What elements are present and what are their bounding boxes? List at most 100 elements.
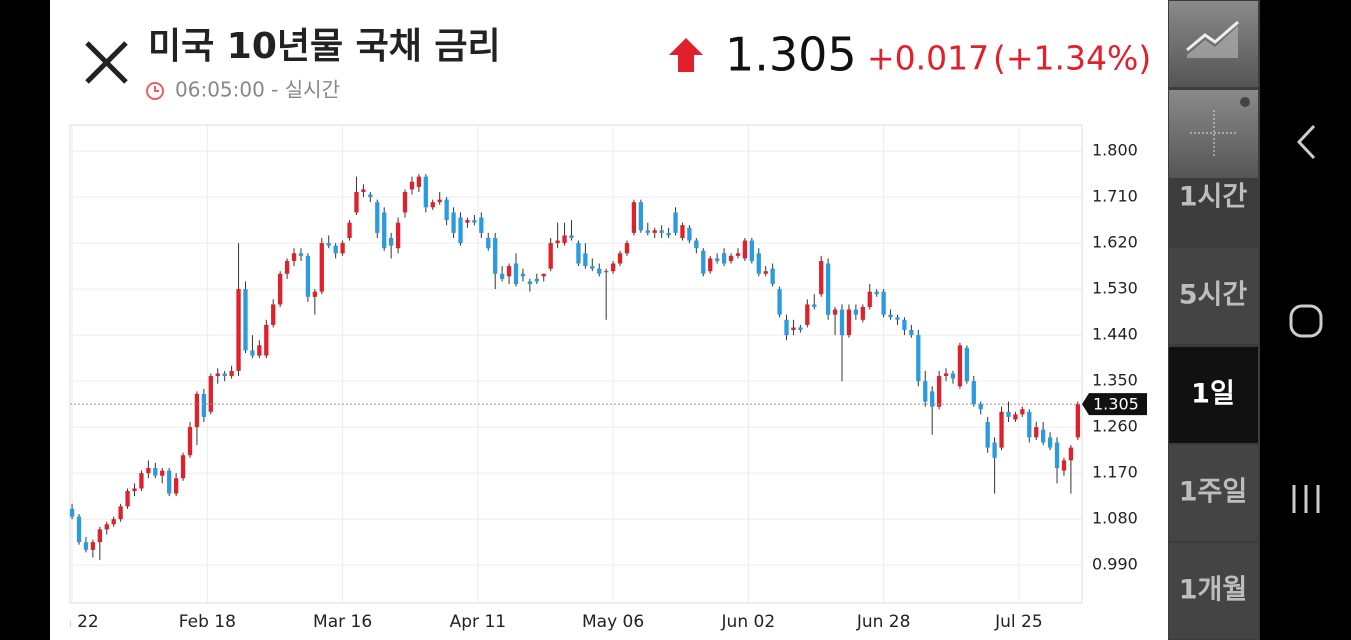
nav-home[interactable] (1289, 304, 1323, 338)
x-labels: Jan 22 Feb 18 Mar 16 Apr 11 May 06 Jun 02 Jun … (44, 612, 1043, 632)
candle-body (90, 542, 96, 550)
candle-body (513, 263, 519, 284)
candle-body (402, 191, 408, 213)
y-tick-label: 1.350 (1092, 371, 1138, 390)
candle-body (271, 304, 276, 325)
candle-body (430, 202, 435, 208)
candle-body (694, 240, 699, 249)
candle-body (1047, 437, 1053, 448)
candle-body (666, 232, 671, 236)
candle-body (243, 289, 248, 351)
candle-body (160, 470, 165, 476)
candle-body (1013, 414, 1018, 420)
candle-body (874, 291, 879, 295)
candle-body (617, 253, 623, 264)
close-button[interactable] (85, 41, 128, 84)
candle-body (180, 455, 186, 479)
candle-body (111, 519, 116, 525)
candle-body (541, 273, 546, 277)
candle-body (610, 263, 616, 272)
candle-body (340, 243, 345, 254)
candle-body (1075, 404, 1080, 438)
candle-body (853, 309, 859, 315)
candle-body (506, 266, 512, 277)
candle-body (562, 235, 567, 244)
candle-body (763, 271, 768, 274)
candle-body (1054, 442, 1060, 469)
x-tick-label: Jul 25 (994, 612, 1043, 632)
candle-body (333, 245, 338, 254)
candle-body (375, 202, 380, 233)
interval-button[interactable] (1169, 543, 1258, 639)
candle-body (943, 373, 949, 377)
candle-body (83, 542, 89, 550)
candle-body (458, 217, 463, 244)
candle-body (1027, 411, 1032, 438)
candle-body (805, 304, 810, 325)
candle-body (146, 468, 151, 474)
y-tick-label: 1.440 (1092, 325, 1138, 344)
candle-body (520, 273, 526, 277)
candle-body (860, 306, 865, 320)
candle-body (631, 202, 637, 233)
last-price-tag (1082, 393, 1147, 416)
x-tick-label: Jan 22 (44, 612, 98, 632)
plot-frame (69, 124, 1083, 604)
candle-body (985, 422, 990, 448)
x-tick-label: Apr 11 (450, 612, 506, 632)
chart-icon (1187, 26, 1238, 58)
candle-body (839, 309, 845, 336)
nav-recents[interactable] (1292, 485, 1320, 513)
candle-body (125, 491, 130, 507)
candle-body (167, 470, 172, 494)
candle-body (971, 381, 976, 405)
candle-body (687, 227, 692, 241)
candle-body (76, 516, 82, 543)
x-tick-label: May 06 (582, 612, 644, 632)
interval-label: 1개월 (1179, 575, 1247, 606)
candle-body (957, 345, 963, 387)
candle-body (229, 370, 234, 377)
candle-body (222, 373, 227, 377)
candle-body (680, 225, 685, 238)
candle-body (319, 243, 324, 292)
candle-body (493, 237, 498, 274)
candle-body (305, 255, 311, 297)
interval-selected[interactable] (1169, 347, 1258, 443)
candle-body (867, 291, 872, 307)
candle-body (659, 230, 664, 233)
candle-body (1061, 460, 1067, 471)
candle-body (173, 478, 179, 494)
candle-body (298, 253, 304, 256)
x-tick-label: Mar 16 (313, 612, 372, 632)
candle-body (194, 393, 200, 428)
candle-body (999, 411, 1004, 448)
chart-type-button[interactable] (1169, 1, 1258, 87)
candle-body (368, 194, 373, 198)
candle-body (361, 189, 366, 192)
nav-back[interactable] (1296, 124, 1316, 160)
candle-body (978, 404, 983, 410)
interval-button[interactable] (1169, 445, 1258, 541)
candle-body (638, 202, 644, 231)
candle-body (347, 222, 352, 238)
candle-body (902, 319, 907, 331)
candle-body (132, 488, 137, 492)
candle-body (139, 473, 144, 489)
candle-body (825, 263, 831, 315)
time-status: 06:05:00 - 실시간 (175, 78, 340, 102)
candle-body (97, 529, 102, 543)
x-tick-label: Feb 18 (179, 612, 236, 632)
candle-body (1034, 427, 1039, 438)
candle-body (930, 391, 935, 407)
y-tick-label: 0.990 (1092, 555, 1138, 574)
interval-button[interactable] (1169, 248, 1258, 344)
candle-body (472, 220, 477, 223)
indicator-dot (1240, 97, 1250, 107)
candle-body (264, 324, 269, 356)
interval-label: 1일 (1191, 379, 1235, 410)
candle-body (909, 330, 914, 336)
y-tick-label: 1.530 (1092, 279, 1138, 298)
